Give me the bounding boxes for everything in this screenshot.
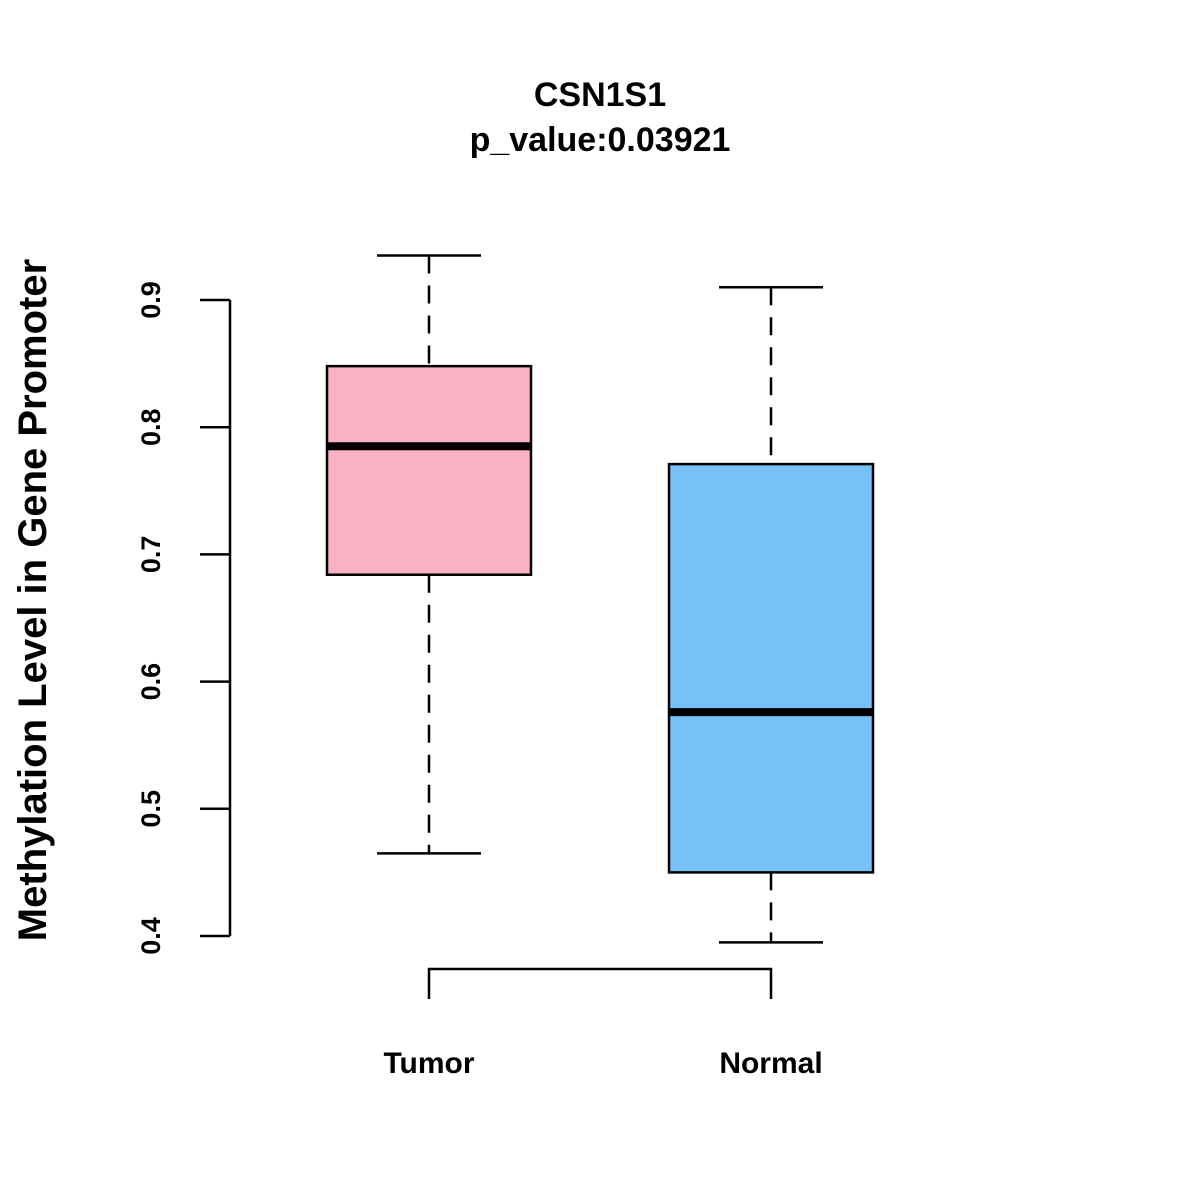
y-tick-label: 0.4 — [136, 917, 166, 955]
y-tick-label: 0.8 — [136, 408, 166, 446]
chart-title: CSN1S1 — [534, 76, 666, 114]
iqr-box — [667, 462, 875, 874]
y-axis: 0.4 0.5 0.6 0.7 0.8 0.9 — [136, 281, 232, 955]
x-label-tumor: Tumor — [383, 1047, 474, 1080]
x-label-normal: Normal — [719, 1047, 822, 1080]
box-normal — [667, 286, 875, 944]
y-axis-label: Methylation Level in Gene Promoter — [11, 259, 55, 941]
chart-subtitle: p_value:0.03921 — [470, 121, 731, 159]
y-tick-label: 0.6 — [136, 663, 166, 701]
bracket-line — [427, 967, 773, 999]
boxes — [325, 254, 875, 944]
y-tick-label: 0.7 — [136, 536, 166, 574]
y-tick-label: 0.9 — [136, 281, 166, 319]
comparison-bracket — [427, 967, 773, 999]
iqr-box — [325, 364, 533, 577]
box-tumor — [325, 254, 533, 855]
y-tick-label: 0.5 — [136, 790, 166, 828]
x-axis-labels: Tumor Normal — [383, 1047, 822, 1080]
